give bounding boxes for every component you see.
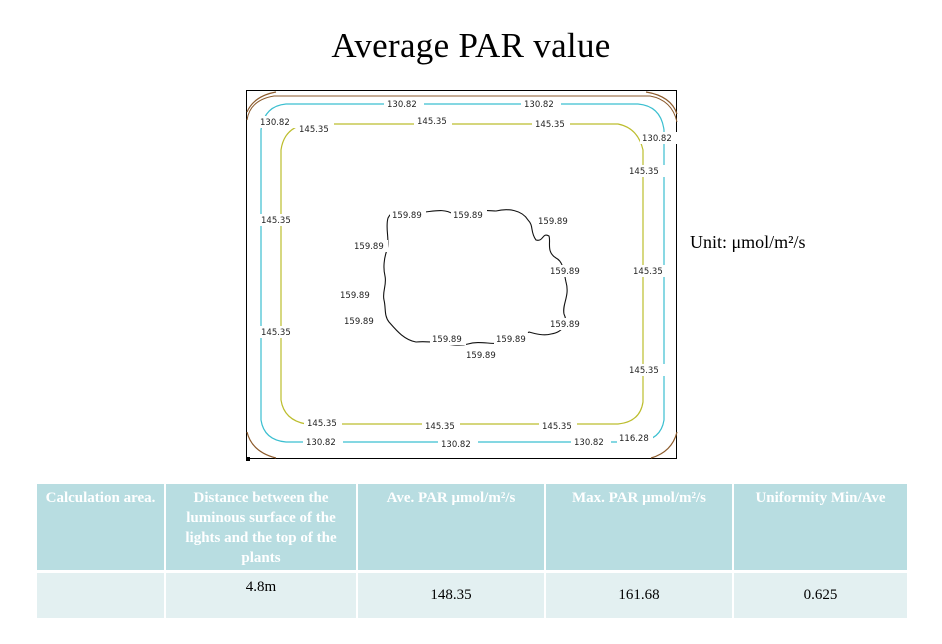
contour-label-130-bottom-center: 130.82: [441, 440, 471, 450]
contour-label-145-left-top: 145.35: [261, 216, 291, 226]
contour-label-145-left-bottom: 145.35: [261, 328, 291, 338]
contour-label-130-left: 130.82: [260, 118, 290, 128]
contour-116-bottom-right: [650, 431, 678, 459]
header-distance: Distance between the luminous surface of…: [165, 484, 358, 573]
contour-label-130-top-right: 130.82: [524, 100, 554, 110]
contour-label-159-bottom-right: 159.89: [496, 335, 526, 345]
contour-116-top-left: [246, 91, 277, 113]
contour-label-130-bottom-left: 130.82: [306, 438, 336, 448]
par-summary-table: Calculation area. Distance between the l…: [37, 484, 907, 618]
table-row: 4.8m 148.35 161.68 0.625: [37, 571, 907, 618]
contour-label-145-right-mid: 145.35: [633, 267, 663, 277]
contour-label-145-right-top: 145.35: [629, 167, 659, 177]
contour-116-bottom-left: [246, 431, 277, 459]
contour-label-130-right: 130.82: [642, 134, 672, 144]
contour-label-159-right-mid: 159.89: [550, 267, 580, 277]
contour-label-159-top-left: 159.89: [392, 211, 422, 221]
contour-label-145-right-bottom: 145.35: [629, 366, 659, 376]
header-uniformity: Uniformity Min/Ave: [733, 484, 907, 573]
contour-116-outer: [246, 95, 678, 123]
header-max-par: Max. PAR μmol/m²/s: [545, 484, 734, 573]
contour-label-145-bottom-right: 145.35: [542, 422, 572, 432]
contour-label-145-top-left: 145.35: [299, 125, 329, 135]
cell-distance: 4.8m: [165, 571, 358, 618]
header-ave-par: Ave. PAR μmol/m²/s: [357, 484, 546, 573]
cell-calculation-area: [37, 571, 166, 618]
plot-corner-marker: [246, 457, 250, 461]
contour-label-159-top-right: 159.89: [538, 217, 568, 227]
table-header-row: Calculation area. Distance between the l…: [37, 484, 907, 573]
contour-145: [280, 123, 644, 425]
unit-label: Unit: μmol/m²/s: [690, 232, 806, 252]
contour-label-159-right-lower: 159.89: [550, 320, 580, 330]
contour-label-145-bottom-left: 145.35: [307, 419, 337, 429]
contour-plot: 130.82 130.82 130.82 130.82 130.82 130.8…: [246, 90, 678, 461]
contour-label-159-top-center: 159.89: [453, 211, 483, 221]
contour-label-159-left-mid: 159.89: [340, 291, 370, 301]
contour-label-159-left-lower: 159.89: [344, 317, 374, 327]
contour-label-116-bottom-right: 116.28: [619, 434, 649, 444]
cell-ave-par: 148.35: [357, 571, 546, 618]
chart-title: Average PAR value: [331, 26, 611, 65]
header-calculation-area: Calculation area.: [37, 484, 166, 573]
contour-label-145-top-right: 145.35: [535, 120, 565, 130]
contour-label-145-top-center: 145.35: [417, 117, 447, 127]
contour-label-159-bottom-left: 159.89: [432, 335, 462, 345]
contour-label-130-top-left: 130.82: [387, 100, 417, 110]
cell-uniformity: 0.625: [733, 571, 907, 618]
contour-116-top-right: [645, 91, 678, 115]
cell-max-par: 161.68: [545, 571, 734, 618]
contour-label-159-below: 159.89: [466, 351, 496, 361]
contour-label-145-bottom-center: 145.35: [425, 422, 455, 432]
contour-label-130-bottom-right: 130.82: [574, 438, 604, 448]
contour-label-159-left-upper: 159.89: [354, 242, 384, 252]
